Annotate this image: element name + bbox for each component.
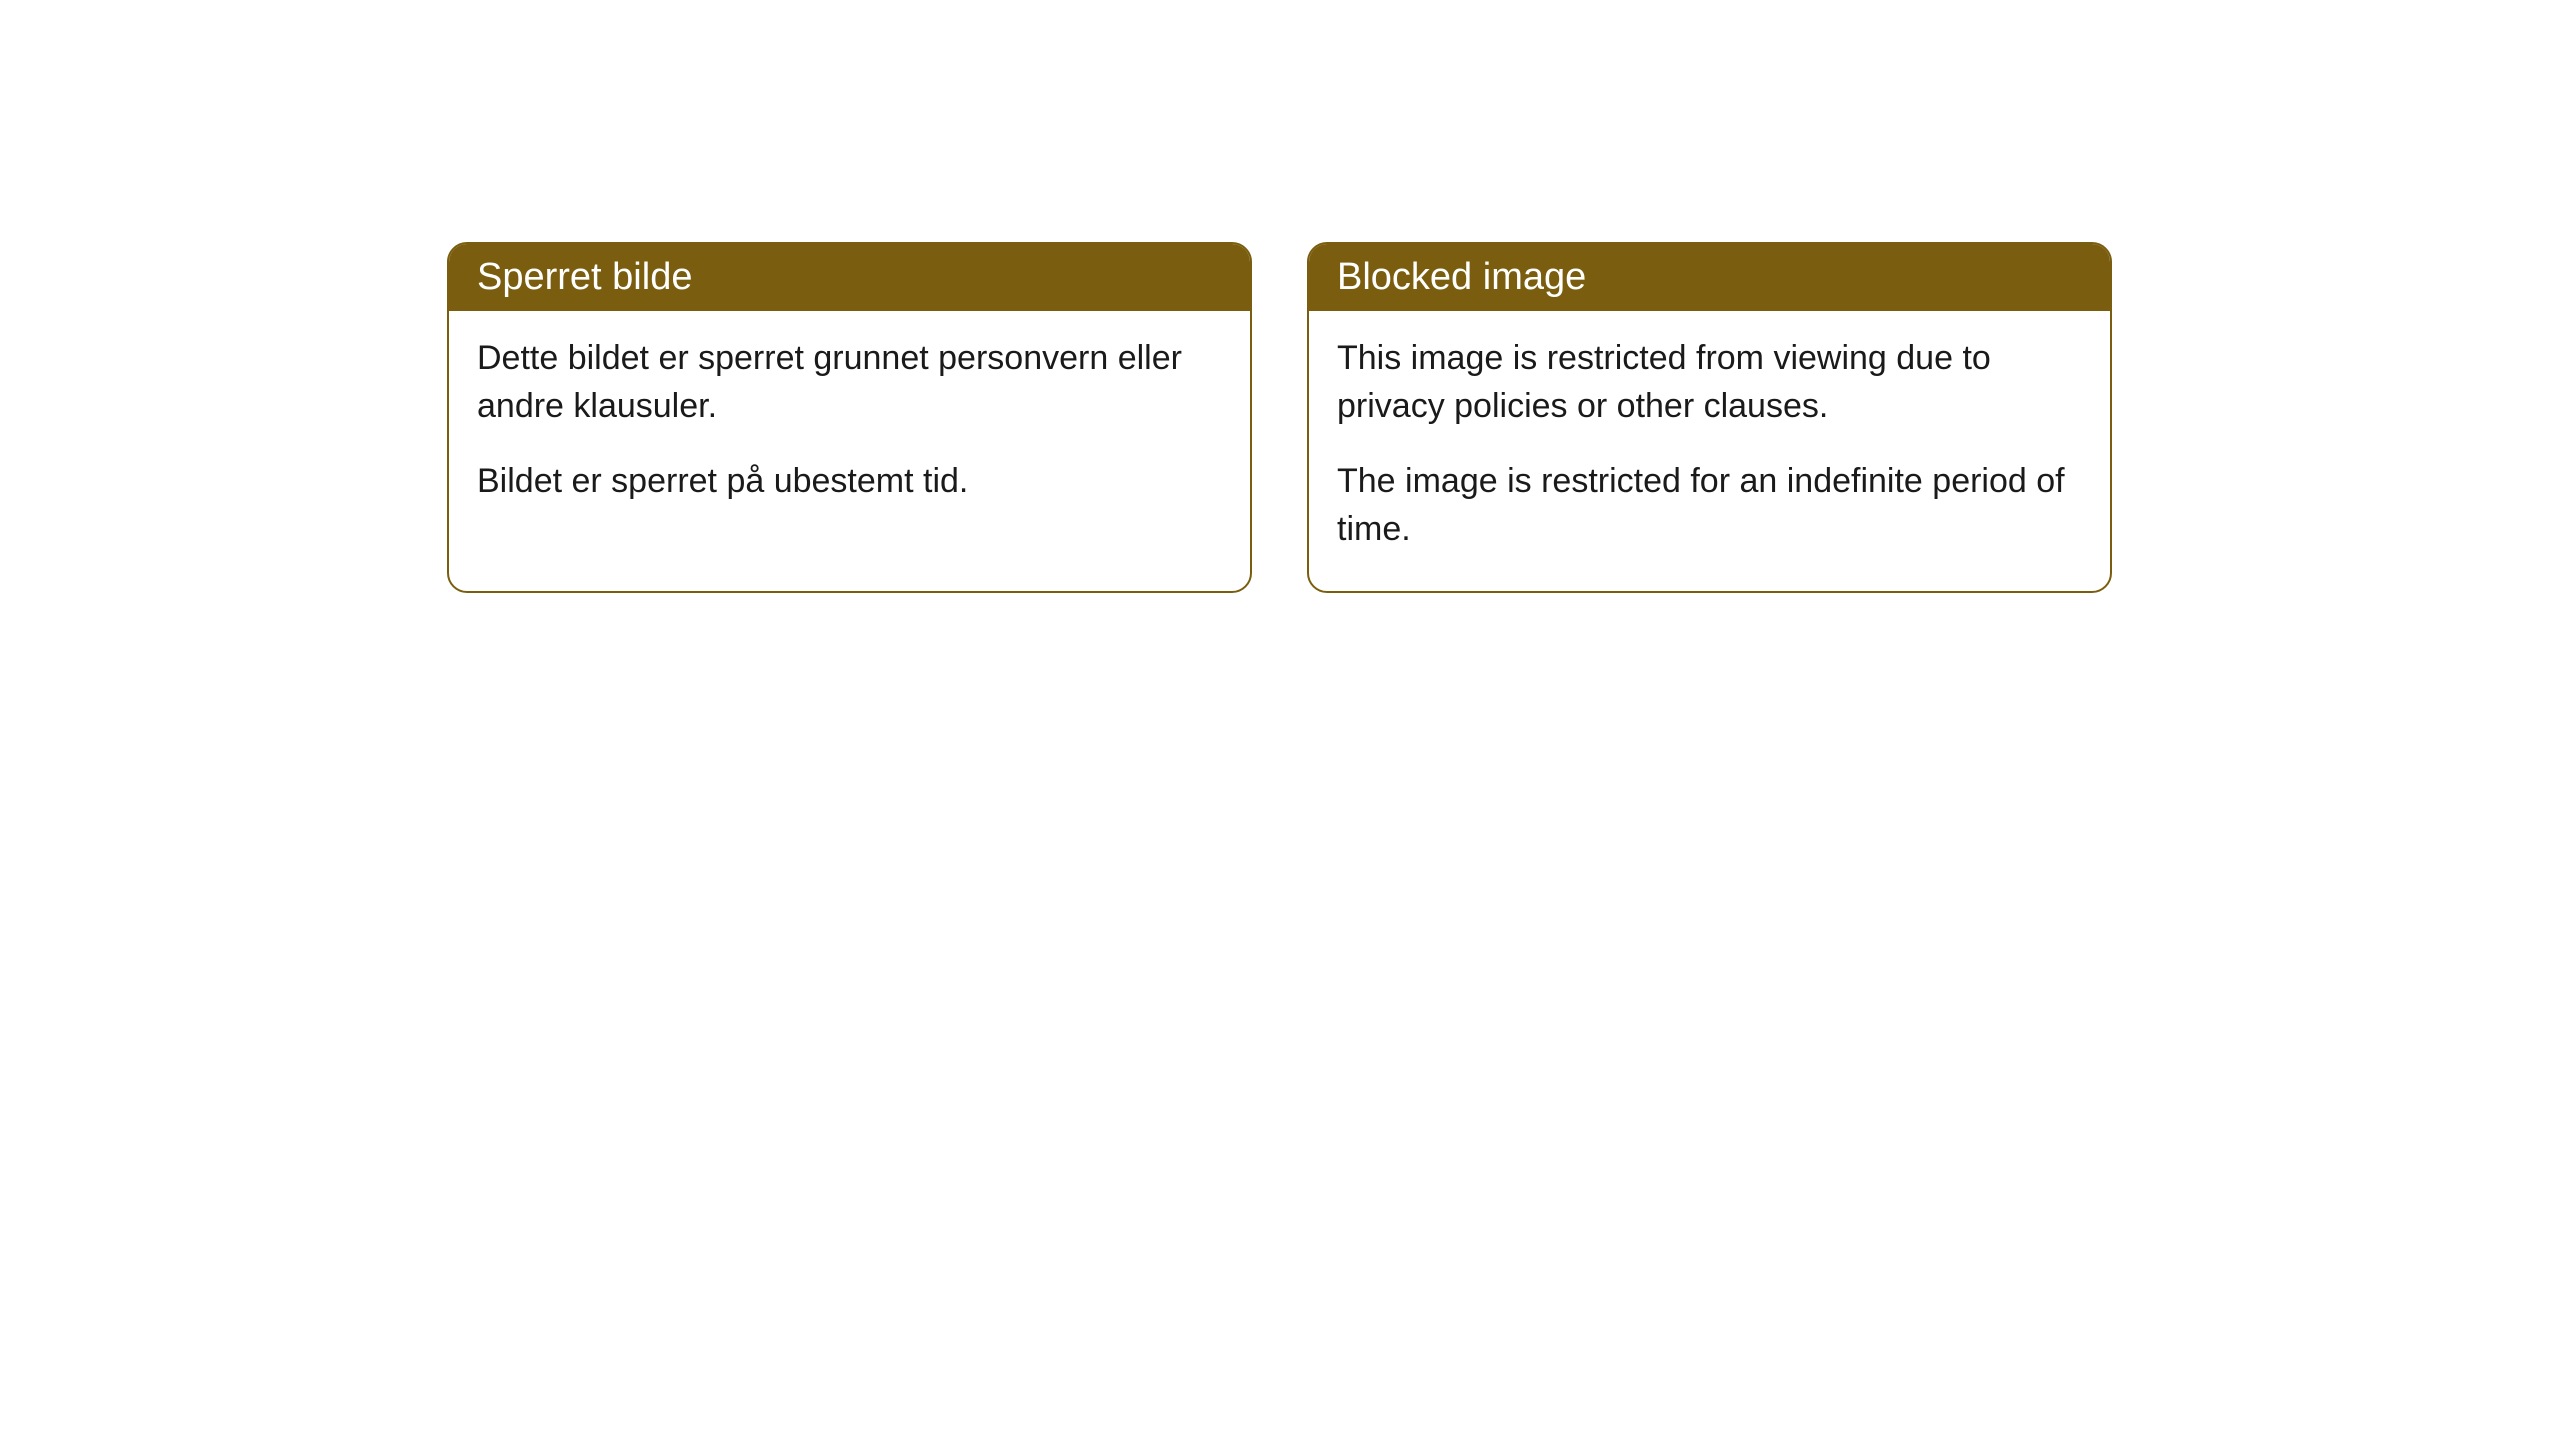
card-body-english: This image is restricted from viewing du… xyxy=(1309,311,2110,591)
card-paragraph-2: The image is restricted for an indefinit… xyxy=(1337,458,2082,553)
card-norwegian: Sperret bilde Dette bildet er sperret gr… xyxy=(447,242,1252,593)
card-header-norwegian: Sperret bilde xyxy=(449,244,1250,311)
card-title: Sperret bilde xyxy=(477,256,692,298)
card-body-norwegian: Dette bildet er sperret grunnet personve… xyxy=(449,311,1250,544)
card-paragraph-1: Dette bildet er sperret grunnet personve… xyxy=(477,335,1222,430)
card-paragraph-1: This image is restricted from viewing du… xyxy=(1337,335,2082,430)
card-english: Blocked image This image is restricted f… xyxy=(1307,242,2112,593)
card-header-english: Blocked image xyxy=(1309,244,2110,311)
card-title: Blocked image xyxy=(1337,256,1586,298)
card-paragraph-2: Bildet er sperret på ubestemt tid. xyxy=(477,458,1222,506)
cards-container: Sperret bilde Dette bildet er sperret gr… xyxy=(0,0,2560,593)
